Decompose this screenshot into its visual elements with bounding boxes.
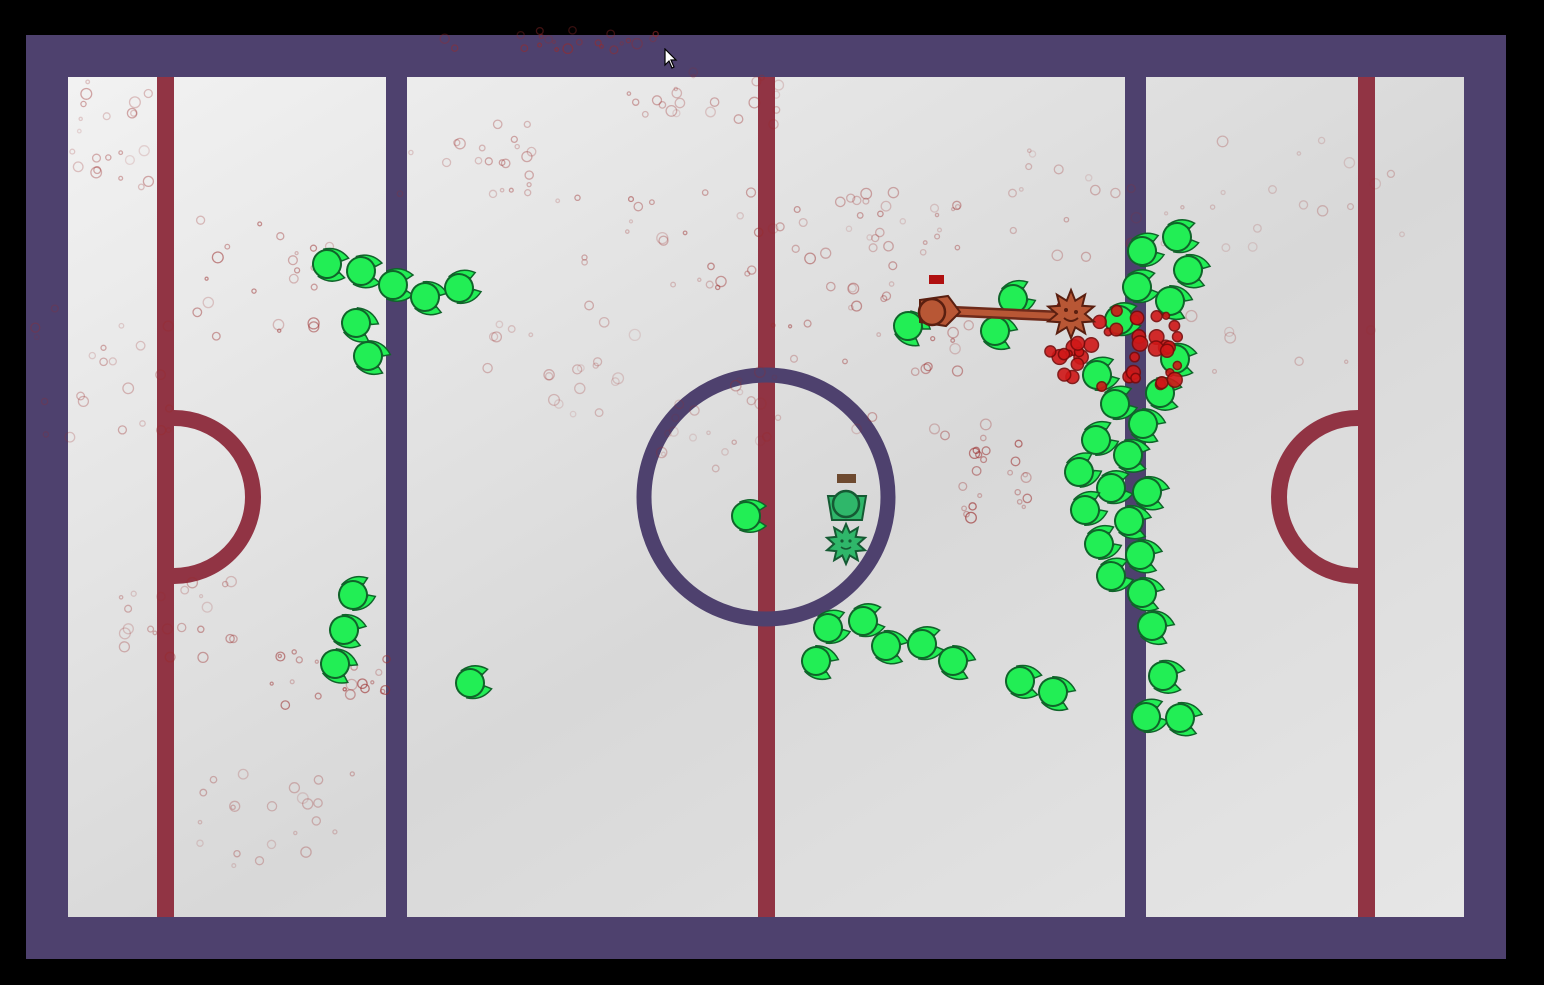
zombie: [341, 307, 380, 343]
zombie: [871, 629, 910, 665]
zombie: [801, 645, 840, 681]
zombie: [378, 268, 415, 302]
enemy-health-bar: [929, 275, 944, 284]
zombie: [1084, 524, 1123, 560]
zombie: [1038, 676, 1077, 712]
zombie: [1064, 452, 1103, 488]
zombie: [731, 499, 768, 533]
zombie: [1127, 576, 1166, 612]
zombie: [455, 665, 493, 700]
zombie: [1137, 610, 1176, 646]
enemy-player[interactable]: [917, 275, 1097, 341]
zombie: [1096, 557, 1135, 593]
zombie: [338, 575, 377, 611]
zombie: [312, 247, 350, 282]
zombie: [1162, 219, 1200, 254]
zombie: [1070, 490, 1109, 526]
blood-splatter: [30, 25, 1405, 869]
zombie: [1148, 659, 1186, 694]
player-body: [831, 489, 861, 519]
player-health-bar: [837, 474, 856, 483]
zombie: [938, 645, 977, 681]
mace-chain-highlight: [942, 308, 1059, 319]
center-red-line: [758, 77, 775, 917]
zombie: [410, 280, 449, 316]
zombie: [1132, 475, 1171, 511]
zombie: [1100, 385, 1139, 421]
spiked-mace-icon: [1045, 287, 1097, 341]
zombie: [1113, 438, 1151, 473]
zombie: [1131, 698, 1170, 734]
player[interactable]: [824, 474, 868, 567]
player-spiked-mace-icon: [824, 521, 868, 567]
zombie: [1173, 253, 1212, 289]
zombie: [1125, 538, 1164, 574]
enemy-player-body: [917, 297, 947, 327]
zombie: [907, 626, 945, 661]
blue-line-left: [386, 77, 407, 917]
zombie: [346, 254, 384, 289]
zombie: [1081, 420, 1120, 456]
goal-line-left: [157, 77, 174, 917]
zombie: [329, 613, 368, 649]
zombie: [980, 315, 1019, 351]
goal-crease-left: [173, 410, 261, 584]
zombie: [1128, 408, 1167, 444]
zombie: [1005, 664, 1043, 699]
zombie-horde: [312, 219, 1212, 737]
zombie: [1122, 269, 1160, 304]
center-circle: [636, 367, 896, 627]
player-mace-face-icon: [840, 539, 852, 550]
zombie: [353, 340, 392, 376]
zombie: [1096, 470, 1134, 505]
zombie: [848, 603, 886, 638]
zombie: [1165, 701, 1204, 737]
zombie: [813, 609, 852, 645]
zombie: [444, 269, 483, 305]
goal-line-right: [1358, 77, 1375, 917]
zombie: [320, 648, 359, 684]
zombie: [1114, 504, 1153, 540]
mouse-cursor-icon: [664, 48, 678, 69]
zombie: [1127, 232, 1166, 268]
mace-face-icon: [1063, 308, 1079, 322]
goal-crease-right: [1271, 410, 1359, 584]
